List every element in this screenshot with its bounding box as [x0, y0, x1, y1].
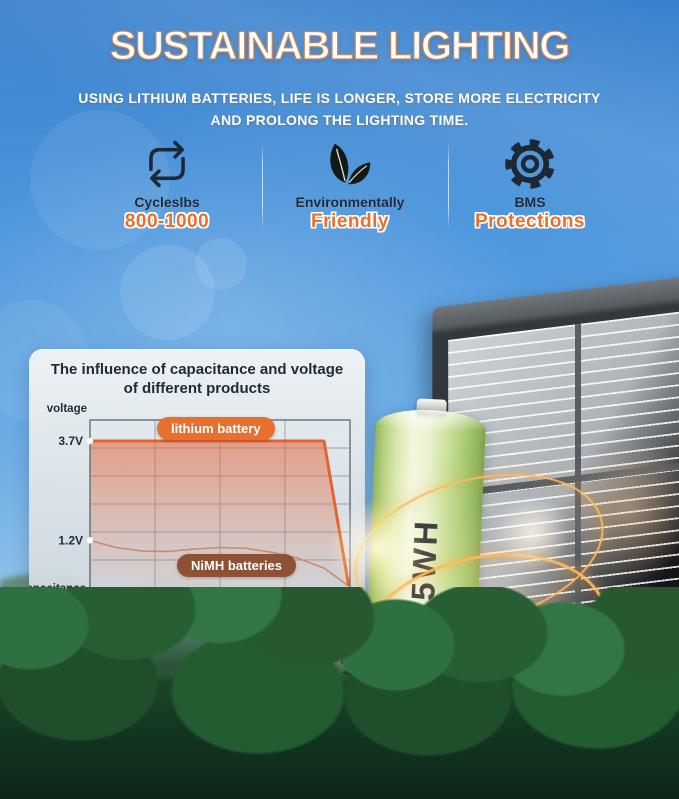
- gold-glow: [495, 495, 570, 570]
- chart-title: The influence of capacitance and voltage…: [50, 361, 344, 397]
- feature-label: BMS: [514, 194, 546, 210]
- feature-label: Cycleslbs: [134, 194, 200, 210]
- chart-card: 3.7V1.2V100%75%50%25%0%voltageCapacitanc…: [29, 349, 365, 612]
- badge-nimh-batteries: NiMH batteries: [177, 554, 297, 577]
- feature-cycle-life: Cycleslbs 800-1000: [77, 138, 257, 233]
- leaf-icon: [260, 138, 440, 190]
- feature-value: Protections: [474, 211, 586, 232]
- bokeh-flare: [120, 245, 215, 340]
- battery-cap: [416, 398, 447, 415]
- cycle-arrows-icon: [77, 138, 257, 190]
- subtitle-line-1: USING LITHIUM BATTERIES, LIFE IS LONGER,…: [78, 90, 601, 106]
- feature-value: Friendly: [311, 211, 389, 232]
- feature-divider: [262, 142, 263, 230]
- feature-value: 800-1000: [124, 211, 210, 232]
- warm-glow: [560, 440, 679, 580]
- subtitle-line-2: AND PROLONG THE LIGHTING TIME.: [210, 112, 469, 128]
- bokeh-flare: [195, 238, 247, 290]
- forest: [0, 587, 679, 799]
- bokeh-flare: [30, 110, 170, 250]
- svg-text:3.7V: 3.7V: [58, 434, 83, 448]
- feature-eco-friendly: Environmentally Friendly: [260, 138, 440, 233]
- badge-lithium-battery: lithium battery: [157, 417, 275, 440]
- feature-label: Environmentally: [295, 194, 405, 210]
- gold-glow: [330, 500, 425, 595]
- page-title: SUSTAINABLE LIGHTING: [109, 23, 571, 68]
- feature-divider: [448, 142, 449, 230]
- gear-icon: [440, 138, 620, 190]
- feature-bms: BMS Protections: [440, 138, 620, 233]
- svg-text:voltage: voltage: [47, 403, 87, 415]
- svg-text:1.2V: 1.2V: [58, 533, 83, 547]
